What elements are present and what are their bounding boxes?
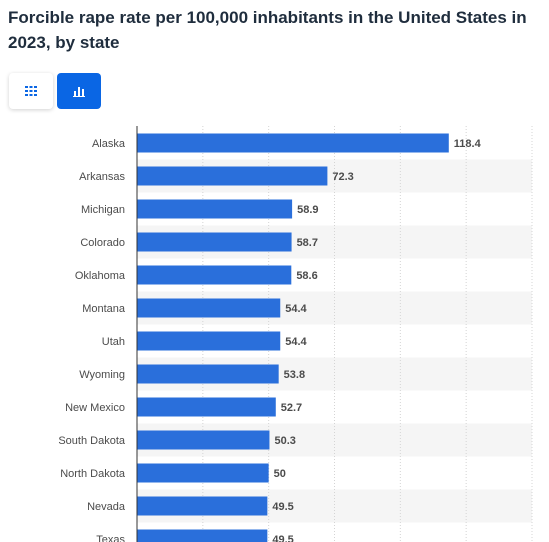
value-label: 58.7 [297, 237, 318, 249]
value-label: 54.4 [285, 303, 307, 315]
table-view-button[interactable] [9, 73, 53, 109]
bar [137, 496, 268, 516]
value-label: 58.6 [296, 270, 317, 282]
category-label: Wyoming [79, 369, 125, 381]
category-label: Oklahoma [75, 270, 126, 282]
category-label: Alaska [92, 138, 126, 150]
bar [137, 265, 292, 285]
bar [137, 199, 293, 219]
category-label: South Dakota [58, 435, 126, 447]
category-label: Utah [102, 336, 125, 348]
value-label: 49.5 [272, 501, 293, 513]
value-label: 50 [274, 468, 286, 480]
bar [137, 430, 270, 450]
bar [137, 298, 281, 318]
chart-title: Forcible rape rate per 100,000 inhabitan… [8, 8, 527, 52]
table-grid-icon [25, 86, 37, 96]
bar [137, 232, 292, 252]
bar [137, 397, 276, 417]
bar [137, 331, 281, 351]
category-label: North Dakota [60, 468, 126, 480]
bar [137, 364, 279, 384]
category-label: Colorado [80, 237, 125, 249]
value-label: 58.9 [297, 204, 318, 216]
category-label: Arkansas [79, 171, 125, 183]
bar-chart-icon [73, 86, 85, 97]
category-label: Nevada [87, 501, 126, 513]
value-label: 52.7 [281, 402, 302, 414]
value-label: 50.3 [274, 435, 295, 447]
chart-view-button[interactable] [57, 73, 101, 109]
bar [137, 133, 449, 153]
bar [137, 529, 268, 542]
category-label: Texas [96, 534, 125, 542]
value-label: 49.5 [272, 534, 293, 542]
category-label: Montana [82, 303, 126, 315]
bar [137, 166, 328, 186]
value-label: 118.4 [454, 138, 482, 150]
category-label: Michigan [81, 204, 125, 216]
category-label: New Mexico [65, 402, 125, 414]
value-label: 53.8 [284, 369, 305, 381]
value-label: 54.4 [285, 336, 307, 348]
bar [137, 463, 269, 483]
value-label: 72.3 [332, 171, 353, 183]
